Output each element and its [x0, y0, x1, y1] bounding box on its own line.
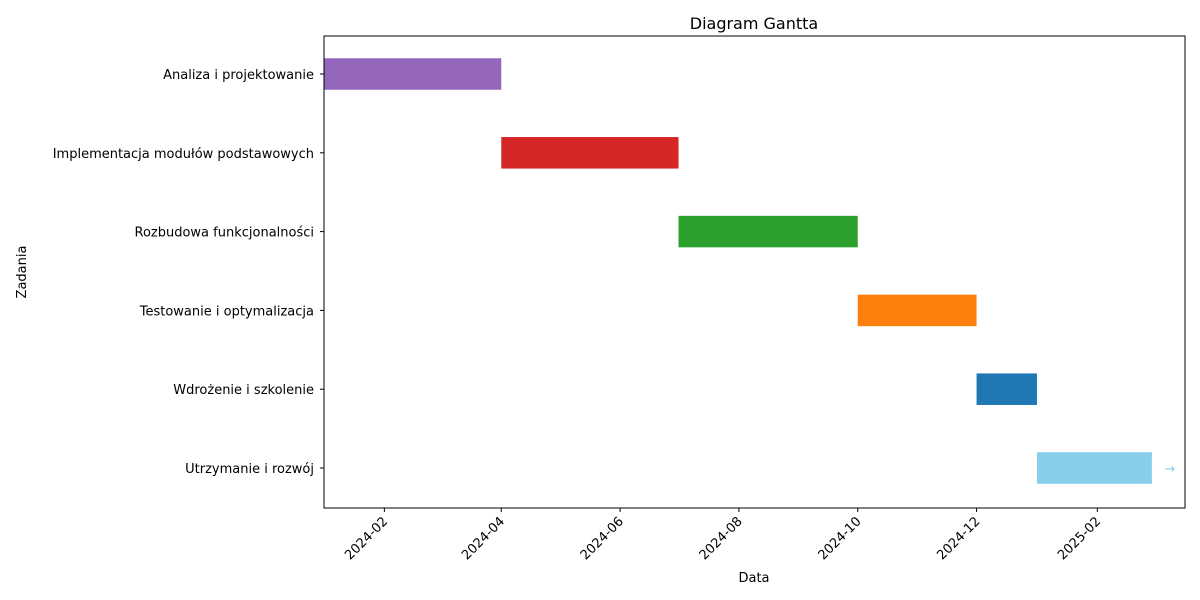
gantt-bar [976, 373, 1037, 405]
gantt-bar [857, 294, 977, 327]
y-tick-label: Wdrożenie i szkolenie [173, 383, 314, 398]
x-tick-label: 2024-06 [578, 514, 627, 563]
x-axis-ticks: 2024-02 2024-04 2024-06 2024-08 2024-10 2024-… [342, 508, 1104, 563]
y-tick-label: Analiza i projektowanie [163, 68, 314, 83]
gantt-bar [501, 137, 679, 169]
y-axis-label: Zadania [15, 246, 30, 299]
gantt-bar [678, 215, 858, 248]
gantt-bar [1036, 452, 1152, 484]
x-tick-label: 2024-04 [459, 514, 508, 563]
x-tick-label: 2024-02 [342, 514, 391, 563]
chart-title: Diagram Gantta [690, 14, 818, 33]
y-axis-ticks: Analiza i projektowanie Implementacja mod… [53, 68, 324, 477]
y-tick-label: Implementacja modułów podstawowych [53, 147, 314, 162]
y-tick-label: Utrzymanie i rozwój [185, 462, 314, 477]
y-tick-label: Rozbudowa funkcjonalności [135, 226, 315, 241]
plot-frame [323, 35, 1186, 509]
x-tick-label: 2024-08 [697, 514, 746, 563]
bar-annotation: → [1164, 462, 1175, 477]
x-tick-label: 2024-12 [934, 514, 983, 563]
y-tick-label: Testowanie i optymalizacja [139, 304, 314, 319]
x-tick-label: 2024-10 [816, 514, 865, 563]
x-axis-label: Data [738, 571, 769, 586]
gantt-bar [324, 58, 502, 90]
bars-layer: → [324, 58, 1175, 484]
x-tick-label: 2025-02 [1055, 514, 1104, 563]
